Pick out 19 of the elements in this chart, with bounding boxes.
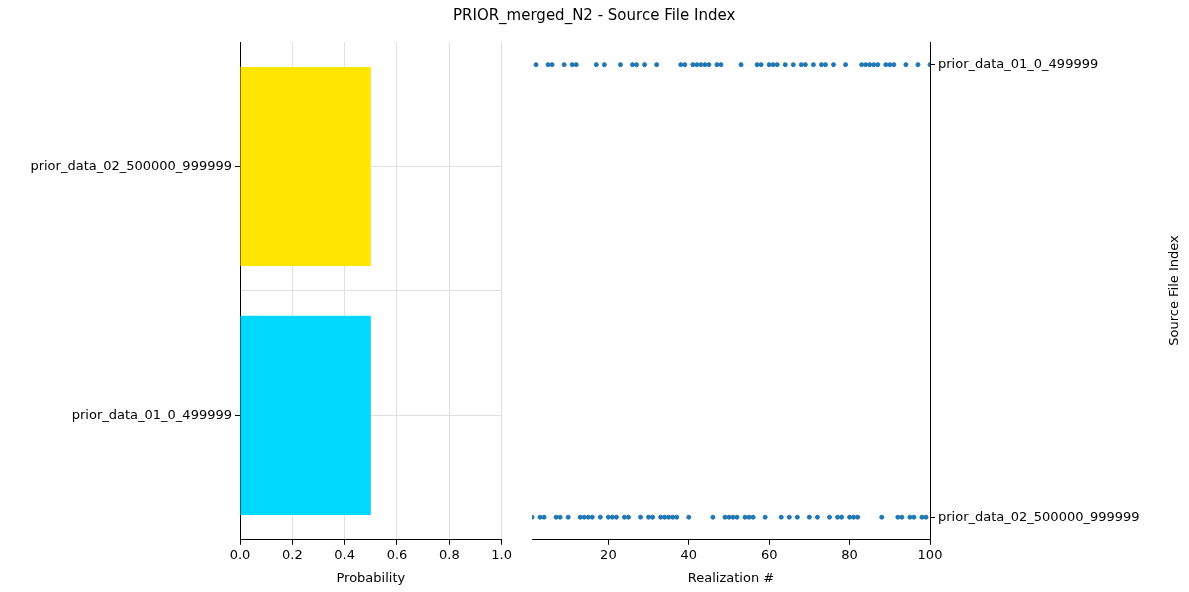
x-tick-label: 0.0 xyxy=(229,546,251,562)
x-tick-label: 0.2 xyxy=(281,546,303,562)
x-tick-label: 80 xyxy=(841,546,858,562)
x-axis-title: Probability xyxy=(336,569,406,585)
y-tick-label: prior_data_01_0_499999 xyxy=(938,56,1099,71)
x-tick-label: 100 xyxy=(917,546,943,562)
x-tick-label: 0.4 xyxy=(334,546,356,562)
y-tick-label: prior_data_01_0_499999 xyxy=(71,406,232,422)
x-tick-label: 40 xyxy=(680,546,698,562)
x-tick-label: 1.0 xyxy=(491,546,513,562)
y-axis-title: Source File Index xyxy=(1165,235,1181,347)
y-tick-label: prior_data_02_500000_999999 xyxy=(938,508,1140,524)
x-tick-label: 20 xyxy=(600,546,617,562)
x-tick-label: 60 xyxy=(760,546,778,562)
x-tick-label: 0.8 xyxy=(438,546,460,562)
text: PRIOR_merged_N2 - Source File Index xyxy=(453,6,736,24)
x-tick-label: 0.6 xyxy=(386,546,408,562)
x-axis-title: Realization # xyxy=(687,569,775,585)
y-tick-label: prior_data_02_500000_999999 xyxy=(30,157,232,173)
